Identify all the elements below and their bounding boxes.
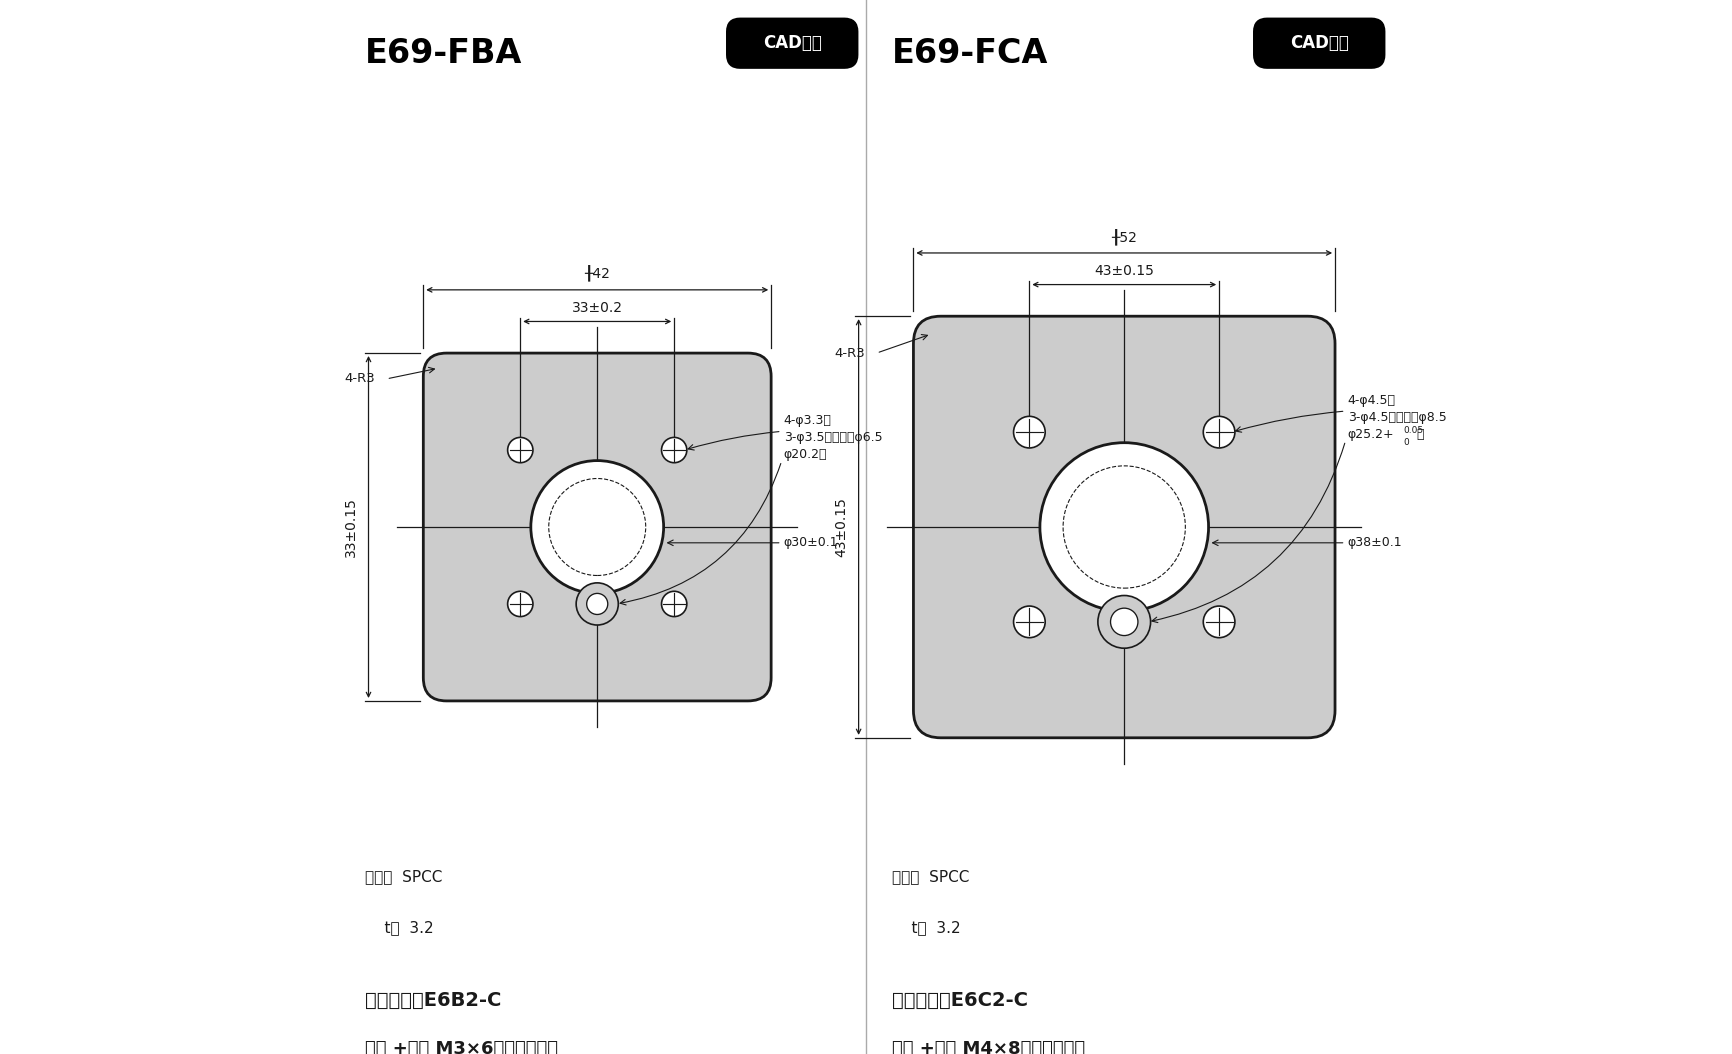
FancyBboxPatch shape — [727, 19, 857, 67]
Text: 43±0.15: 43±0.15 — [835, 497, 849, 557]
Circle shape — [577, 583, 618, 625]
Circle shape — [1013, 416, 1044, 448]
Text: E69-FBA: E69-FBA — [365, 37, 523, 70]
Text: 3-φ4.5盘头钒孔φ8.5: 3-φ4.5盘头钒孔φ8.5 — [1347, 411, 1446, 424]
Circle shape — [507, 591, 533, 617]
Text: ╂42: ╂42 — [584, 265, 610, 281]
Text: 43±0.15: 43±0.15 — [1095, 265, 1154, 278]
Circle shape — [1098, 596, 1150, 648]
Text: 0.05: 0.05 — [1403, 426, 1424, 435]
FancyBboxPatch shape — [1254, 19, 1384, 67]
Text: φ20.2孔: φ20.2孔 — [785, 448, 828, 461]
Text: φ30±0.1: φ30±0.1 — [785, 536, 838, 549]
Text: 4-φ4.5孔: 4-φ4.5孔 — [1347, 394, 1396, 407]
Text: 材质：  SPCC: 材质： SPCC — [892, 870, 970, 884]
Text: t：  3.2: t： 3.2 — [365, 920, 435, 935]
Circle shape — [1204, 606, 1235, 638]
Circle shape — [1039, 443, 1209, 611]
Circle shape — [1204, 416, 1235, 448]
Circle shape — [530, 461, 663, 593]
Text: 4-R3: 4-R3 — [835, 347, 864, 359]
Text: 注： +螺钉 M3×6（３个）附带: 注： +螺钉 M3×6（３个）附带 — [365, 1040, 558, 1054]
Circle shape — [1013, 606, 1044, 638]
Circle shape — [507, 437, 533, 463]
Text: 注： +螺钉 M4×8（３个）附带: 注： +螺钉 M4×8（３个）附带 — [892, 1040, 1086, 1054]
Text: 4-R3: 4-R3 — [345, 372, 376, 386]
Text: E69-FCA: E69-FCA — [892, 37, 1048, 70]
FancyBboxPatch shape — [423, 353, 771, 701]
Circle shape — [587, 593, 608, 614]
Text: 适用型号：E6C2-C: 适用型号：E6C2-C — [892, 991, 1029, 1010]
FancyBboxPatch shape — [913, 316, 1335, 738]
Text: 适用型号：E6B2-C: 适用型号：E6B2-C — [365, 991, 502, 1010]
Circle shape — [662, 437, 688, 463]
Text: φ25.2+: φ25.2+ — [1347, 428, 1394, 441]
Text: t：  3.2: t： 3.2 — [892, 920, 961, 935]
Text: 33±0.2: 33±0.2 — [572, 301, 624, 315]
Text: ╂52: ╂52 — [1112, 228, 1138, 245]
Text: 孔: 孔 — [1417, 428, 1424, 441]
Text: 4-φ3.3孔: 4-φ3.3孔 — [785, 414, 831, 427]
Text: 材质：  SPCC: 材质： SPCC — [365, 870, 443, 884]
Text: 3-φ3.5盘头钒孔φ6.5: 3-φ3.5盘头钒孔φ6.5 — [785, 431, 882, 444]
Text: φ38±0.1: φ38±0.1 — [1347, 536, 1403, 549]
Text: 0: 0 — [1403, 437, 1408, 447]
Text: 33±0.15: 33±0.15 — [345, 497, 359, 557]
Text: CAD数据: CAD数据 — [762, 34, 821, 53]
Circle shape — [662, 591, 688, 617]
Text: CAD数据: CAD数据 — [1290, 34, 1349, 53]
Circle shape — [1110, 608, 1138, 636]
